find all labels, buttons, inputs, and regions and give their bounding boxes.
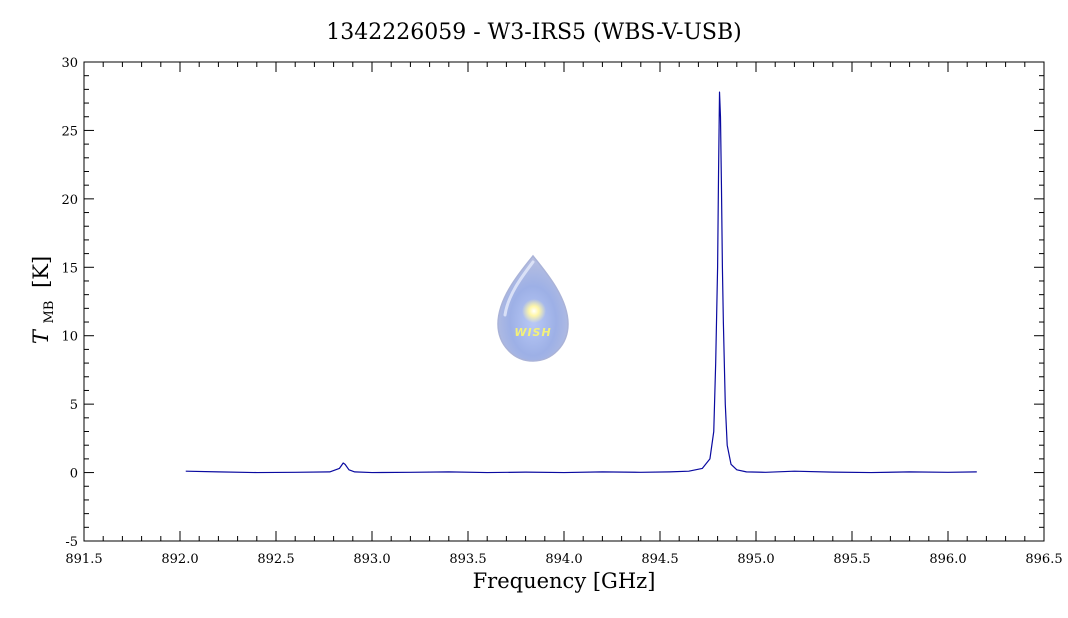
y-tick-label: 0: [70, 467, 78, 482]
x-axis-label: Frequency [GHz]: [473, 569, 656, 593]
y-tick-label: 30: [61, 56, 78, 71]
y-tick-label: 15: [61, 261, 78, 276]
y-axis-label-unit: [K]: [29, 256, 53, 288]
plot-frame: [83, 61, 1045, 542]
logo-text: WISH: [514, 326, 551, 339]
x-tick-label: 893.0: [353, 552, 390, 567]
x-tick-label: 894.5: [641, 552, 678, 567]
y-axis-label-main: T: [29, 328, 53, 344]
spectrum-series-line: [185, 91, 977, 474]
axes: 891.5 892.0 892.5 893.0 893.5 894.0 894.5 895.0…: [61, 56, 1062, 567]
y-axis-label-sub: MB: [42, 301, 57, 324]
x-tick-label: 896.5: [1025, 552, 1062, 567]
x-tick-label: 895.0: [737, 552, 774, 567]
y-tick-label: 5: [70, 398, 78, 413]
y-tick-label: 10: [61, 330, 78, 345]
x-tick-label: 891.5: [65, 552, 102, 567]
y-tick-label: 20: [61, 193, 78, 208]
x-tick-label: 894.0: [545, 552, 582, 567]
watermark-logo: WISH: [497, 254, 569, 362]
series-layer: [185, 91, 977, 474]
y-axis-label: T MB [K]: [29, 256, 58, 344]
star-glow-icon: [522, 299, 546, 323]
x-tick-label: 896.0: [929, 552, 966, 567]
y-tick-label: -5: [65, 535, 78, 550]
chart-title: 1342226059 - W3-IRS5 (WBS-V-USB): [326, 20, 742, 45]
x-tick-label: 895.5: [833, 552, 870, 567]
x-tick-label: 892.5: [257, 552, 294, 567]
y-tick-label: 25: [61, 124, 78, 139]
x-tick-label: 893.5: [449, 552, 486, 567]
x-tick-label: 892.0: [161, 552, 198, 567]
